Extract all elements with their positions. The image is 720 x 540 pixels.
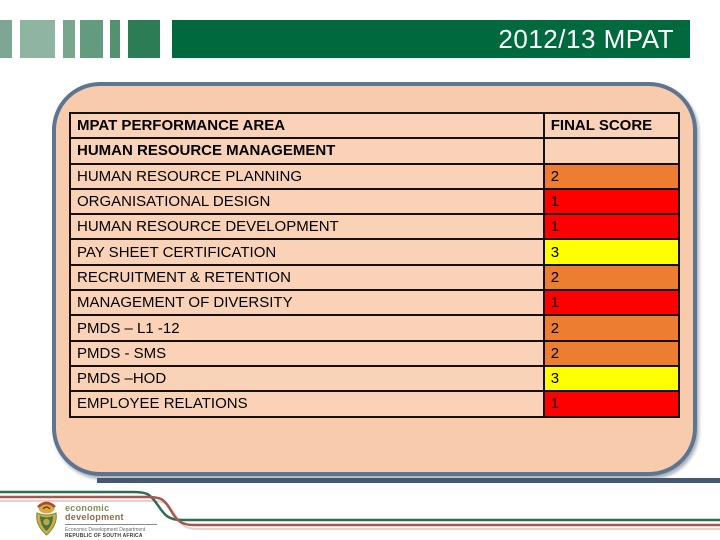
- decor-block: [128, 20, 160, 58]
- performance-area-cell: PMDS – L1 -12: [69, 314, 545, 342]
- footer-slate-bar: [97, 478, 720, 483]
- decor-block: [63, 20, 75, 58]
- performance-area-cell: PAY SHEET CERTIFICATION: [69, 238, 545, 266]
- performance-area-cell: RECRUITMENT & RETENTION: [69, 263, 545, 292]
- title-bar: 2012/13 MPAT: [0, 20, 720, 58]
- table-row: HUMAN RESOURCE MANAGEMENT: [69, 137, 681, 165]
- column-header-performance-area: MPAT PERFORMANCE AREA: [69, 111, 545, 140]
- final-score-cell: 3: [542, 238, 681, 266]
- logo-word-economic: economic: [65, 503, 110, 513]
- final-score-cell: 2: [542, 162, 681, 190]
- mpat-score-table: MPAT PERFORMANCE AREA FINAL SCORE HUMAN …: [69, 111, 681, 418]
- final-score-cell: [542, 137, 681, 165]
- logo-word-development: development: [65, 512, 124, 522]
- table-body: HUMAN RESOURCE MANAGEMENT HUMAN RESOURCE …: [69, 137, 681, 418]
- ribbon-maroon-line: [0, 495, 720, 527]
- decor-block: [0, 20, 12, 58]
- table-row: PMDS - SMS 2: [69, 339, 681, 367]
- table-row: PMDS – L1 -12 2: [69, 314, 681, 342]
- slide-title: 2012/13 MPAT: [498, 24, 674, 54]
- final-score-cell: 1: [542, 289, 681, 317]
- performance-area-cell: HUMAN RESOURCE DEVELOPMENT: [69, 213, 545, 241]
- title-banner: 2012/13 MPAT: [172, 20, 690, 58]
- table-row: RECRUITMENT & RETENTION 2: [69, 263, 681, 292]
- performance-area-cell: HUMAN RESOURCE PLANNING: [69, 162, 545, 190]
- decor-block: [110, 20, 120, 58]
- table-row: HUMAN RESOURCE DEVELOPMENT 1: [69, 213, 681, 241]
- performance-area-cell: PMDS - SMS: [69, 339, 545, 367]
- table-row: EMPLOYEE RELATIONS 1: [69, 390, 681, 418]
- logo-text-block: economic development Economic Developmen…: [65, 501, 157, 539]
- table-row: MANAGEMENT OF DIVERSITY 1: [69, 289, 681, 317]
- performance-area-cell: EMPLOYEE RELATIONS: [69, 390, 545, 418]
- table-row: PAY SHEET CERTIFICATION 3: [69, 238, 681, 266]
- final-score-cell: 2: [542, 314, 681, 342]
- logo-department-name: Economic Development Department: [65, 527, 146, 533]
- decor-block: [20, 20, 55, 58]
- department-logo: economic development Economic Developmen…: [33, 501, 157, 539]
- logo-country-name: REPUBLIC OF SOUTH AFRICA: [65, 533, 143, 539]
- final-score-cell: 1: [542, 213, 681, 241]
- performance-area-cell: PMDS –HOD: [69, 364, 545, 393]
- content-panel: MPAT PERFORMANCE AREA FINAL SCORE HUMAN …: [52, 82, 697, 476]
- ribbon-green-line: [0, 490, 720, 522]
- final-score-cell: 3: [542, 364, 681, 393]
- decor-block: [80, 20, 103, 58]
- ribbon-pale-line: [0, 500, 720, 530]
- final-score-cell: 1: [542, 187, 681, 216]
- final-score-cell: 1: [542, 390, 681, 418]
- table-header-row: MPAT PERFORMANCE AREA FINAL SCORE: [69, 111, 681, 140]
- final-score-cell: 2: [542, 263, 681, 292]
- performance-area-cell: HUMAN RESOURCE MANAGEMENT: [69, 137, 545, 165]
- footer-ribbon-lines: [0, 490, 720, 530]
- performance-area-cell: MANAGEMENT OF DIVERSITY: [69, 289, 545, 317]
- table-row: HUMAN RESOURCE PLANNING 2: [69, 162, 681, 190]
- column-header-final-score: FINAL SCORE: [542, 111, 681, 140]
- performance-area-cell: ORGANISATIONAL DESIGN: [69, 187, 545, 216]
- table-row: PMDS –HOD 3: [69, 364, 681, 393]
- coat-of-arms-icon: [36, 501, 57, 536]
- final-score-cell: 2: [542, 339, 681, 367]
- logo-divider: [65, 524, 157, 525]
- table-row: ORGANISATIONAL DESIGN 1: [69, 187, 681, 216]
